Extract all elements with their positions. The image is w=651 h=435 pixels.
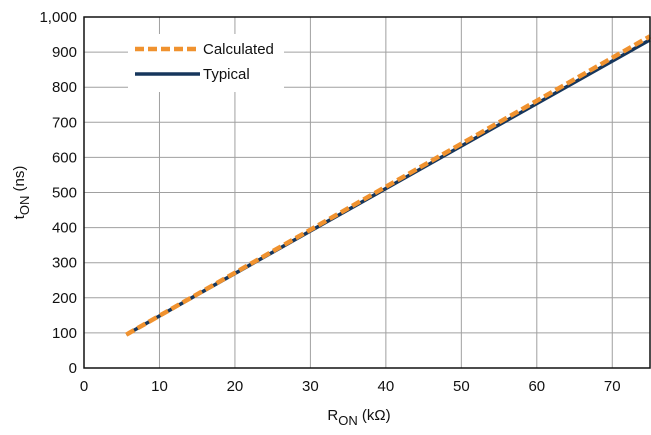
series-layer	[125, 34, 651, 337]
legend: Calculated Typical	[128, 34, 284, 92]
series-line-calculated	[125, 34, 651, 337]
x-axis-label: RON (kΩ)	[327, 407, 390, 428]
y-tick-label: 100	[52, 325, 77, 342]
x-tick-label: 20	[227, 378, 244, 395]
y-tick-label: 700	[52, 114, 77, 131]
x-tick-label: 60	[528, 378, 545, 395]
y-tick-label: 900	[52, 44, 77, 61]
x-tick-label: 30	[302, 378, 319, 395]
y-tick-label: 400	[52, 220, 77, 237]
plot-frame	[83, 16, 651, 369]
grid	[84, 17, 650, 368]
y-axis-label: tON (ns)	[11, 166, 32, 220]
x-tick-label: 70	[604, 378, 621, 395]
tick-labels: 0 10 20 30 40 50 60 700100200300400500600700800…	[39, 9, 620, 395]
y-tick-label: 1,000	[39, 9, 77, 26]
x-tick-label: 10	[151, 378, 168, 395]
y-tick-label: 600	[52, 149, 77, 166]
y-tick-label: 0	[69, 360, 77, 377]
x-tick-label: 50	[453, 378, 470, 395]
y-tick-label: 200	[52, 290, 77, 307]
x-tick-label: 40	[378, 378, 395, 395]
y-tick-label: 300	[52, 255, 77, 272]
legend-label-calculated: Calculated	[203, 41, 274, 58]
x-tick-label: 0	[80, 378, 88, 395]
legend-label-typical: Typical	[203, 66, 250, 83]
y-tick-label: 500	[52, 185, 77, 202]
legend-background	[128, 34, 284, 92]
y-tick-label: 800	[52, 79, 77, 96]
